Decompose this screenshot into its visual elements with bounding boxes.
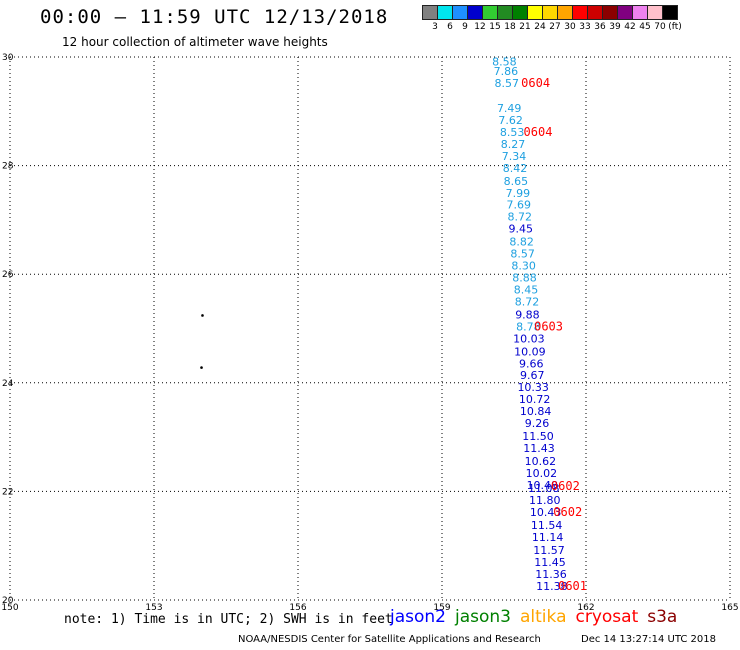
legend-label: 6 bbox=[447, 22, 453, 32]
wave-height-label: 7.34 bbox=[502, 150, 527, 163]
wave-height-label: 8.82 bbox=[509, 236, 534, 249]
wave-height-label: 10.84 bbox=[520, 405, 552, 418]
satellite-legend: jason2 jason3 altika cryosat s3a bbox=[390, 607, 686, 627]
wave-height-label: 8.57 bbox=[510, 248, 535, 261]
wave-height-label: 7.62 bbox=[498, 114, 523, 127]
wave-height-label: 10.43 bbox=[530, 506, 562, 519]
satellite-name: altika bbox=[520, 607, 567, 627]
satellite-name: s3a bbox=[647, 607, 678, 627]
y-tick-label: 28 bbox=[2, 162, 14, 172]
wave-height-label: 8.78 bbox=[516, 320, 541, 333]
legend-label: 24 bbox=[534, 22, 546, 32]
land-point bbox=[201, 314, 204, 317]
legend-swatches bbox=[422, 5, 740, 20]
wave-height-label: 8.72 bbox=[508, 211, 533, 224]
time-annotation: 0602 bbox=[553, 505, 582, 519]
x-tick-label: 150 bbox=[1, 603, 18, 613]
wave-height-label: 7.69 bbox=[507, 199, 532, 212]
land-point bbox=[200, 366, 203, 369]
satellite-name: cryosat bbox=[575, 607, 639, 627]
legend-label: 36 bbox=[594, 22, 606, 32]
wave-height-label: 10.72 bbox=[519, 393, 551, 406]
timestamp-text: Dec 14 13:27:14 UTC 2018 bbox=[581, 634, 716, 645]
wave-height-label: 11.45 bbox=[534, 556, 566, 569]
y-tick-label: 30 bbox=[2, 53, 14, 63]
x-tick-label: 153 bbox=[145, 603, 162, 613]
color-legend: 3 6 9 12 15 18 21 24 27 30 33 36 39 42 45 70 (ft) bbox=[422, 5, 740, 34]
wave-height-label: 9.66 bbox=[519, 357, 544, 370]
legend-swatch bbox=[662, 5, 678, 20]
time-annotation: 0603 bbox=[534, 319, 563, 333]
wave-height-label: 11.36 bbox=[535, 568, 567, 581]
wave-height-label: 10.02 bbox=[526, 467, 558, 480]
wave-height-label: 11.38 bbox=[536, 580, 568, 593]
wave-height-label: 11.54 bbox=[531, 519, 563, 532]
legend-label: 39 bbox=[609, 22, 621, 32]
legend-label: 15 bbox=[489, 22, 501, 32]
credit-text: NOAA/NESDIS Center for Satellite Applica… bbox=[238, 634, 541, 645]
wave-height-label: 11.08 bbox=[528, 482, 560, 495]
time-annotation: 0604 bbox=[521, 76, 550, 90]
legend-label: 33 bbox=[579, 22, 591, 32]
wave-height-label: 8.58 bbox=[492, 55, 517, 68]
legend-label: 42 bbox=[624, 22, 636, 32]
x-tick-label: 156 bbox=[289, 603, 306, 613]
time-annotation: 0604 bbox=[524, 125, 553, 139]
wave-height-label: 8.65 bbox=[504, 175, 529, 188]
legend-label: 9 bbox=[462, 22, 468, 32]
legend-label: (ft) bbox=[668, 22, 682, 32]
y-tick-label: 24 bbox=[2, 379, 14, 389]
y-tick-label: 20 bbox=[2, 596, 14, 606]
wave-height-label: 10.03 bbox=[513, 332, 545, 345]
wave-height-label: 7.49 bbox=[497, 102, 522, 115]
legend-label: 12 bbox=[474, 22, 486, 32]
wave-height-label: 11.57 bbox=[533, 544, 565, 557]
satellite-name: jason3 bbox=[455, 607, 511, 627]
map-subtitle: 12 hour collection of altimeter wave hei… bbox=[62, 35, 328, 49]
legend-labels: 3 6 9 12 15 18 21 24 27 30 33 36 39 42 45 70 (ft) bbox=[422, 20, 740, 34]
wave-height-label: 7.99 bbox=[506, 187, 531, 200]
wave-height-label: 9.67 bbox=[520, 369, 545, 382]
wave-height-label: 7.86 bbox=[494, 65, 519, 78]
wave-height-label: 11.80 bbox=[529, 494, 561, 507]
wave-height-label: 8.88 bbox=[512, 271, 537, 284]
legend-label: 18 bbox=[504, 22, 516, 32]
wave-height-label: 10.33 bbox=[517, 381, 549, 394]
wave-height-label: 8.30 bbox=[511, 260, 536, 273]
wave-height-label: 8.72 bbox=[515, 295, 540, 308]
wave-height-label: 8.45 bbox=[514, 283, 539, 296]
wave-height-label: 8.27 bbox=[501, 138, 526, 151]
map-title: 00:00 – 11:59 UTC 12/13/2018 bbox=[40, 6, 389, 28]
x-tick-label: 162 bbox=[577, 603, 594, 613]
time-annotation: 0602 bbox=[551, 479, 580, 493]
y-tick-label: 26 bbox=[2, 270, 14, 280]
wave-height-label: 11.14 bbox=[532, 531, 564, 544]
wave-height-label: 9.26 bbox=[525, 417, 550, 430]
wave-height-label: 11.43 bbox=[523, 442, 555, 455]
wave-height-label: 11.50 bbox=[522, 430, 554, 443]
legend-label: 70 bbox=[654, 22, 666, 32]
wave-height-label: 8.57 bbox=[495, 77, 520, 90]
wave-height-label: 9.88 bbox=[515, 308, 540, 321]
wave-height-label: 10.09 bbox=[514, 345, 546, 358]
legend-label: 21 bbox=[519, 22, 531, 32]
wave-height-label: 10.62 bbox=[525, 455, 557, 468]
wave-height-label: 8.42 bbox=[503, 162, 528, 175]
wave-height-label: 9.45 bbox=[508, 223, 533, 236]
legend-label: 30 bbox=[564, 22, 576, 32]
legend-label: 27 bbox=[549, 22, 561, 32]
y-tick-label: 22 bbox=[2, 487, 13, 497]
time-annotation: 0601 bbox=[558, 579, 587, 593]
wave-height-label: 10.48 bbox=[527, 479, 559, 492]
wave-height-label: 8.53 bbox=[500, 126, 525, 139]
satellite-name: jason2 bbox=[390, 607, 446, 627]
legend-label: 45 bbox=[639, 22, 651, 32]
legend-label: 3 bbox=[432, 22, 438, 32]
footer-note: note: 1) Time is in UTC; 2) SWH is in fe… bbox=[64, 612, 393, 627]
x-tick-label: 165 bbox=[721, 603, 738, 613]
x-tick-label: 159 bbox=[433, 603, 450, 613]
